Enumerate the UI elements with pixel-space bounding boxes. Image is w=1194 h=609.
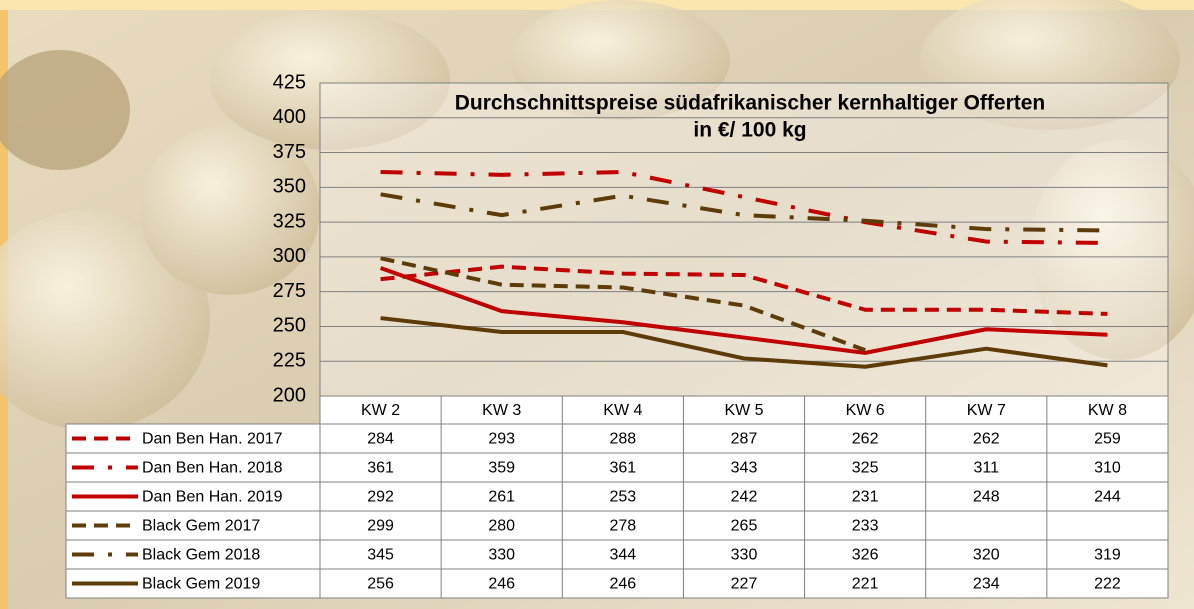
chart-subtitle: in €/ 100 kg <box>693 119 806 142</box>
table-value: 310 <box>1094 460 1121 477</box>
table <box>319 395 1169 425</box>
y-tick-label: 350 <box>273 176 306 198</box>
x-tick-label: KW 5 <box>724 402 763 419</box>
table-value: 262 <box>852 431 879 448</box>
table-value: 221 <box>852 576 879 593</box>
table-value: 330 <box>488 547 515 564</box>
y-tick-label: 225 <box>273 350 306 372</box>
table-value: 259 <box>1094 431 1121 448</box>
y-tick-label: 275 <box>273 280 306 302</box>
legend-label: Dan Ben Han. 2019 <box>142 489 283 506</box>
table-value: 233 <box>852 518 879 535</box>
table-value: 292 <box>367 489 394 506</box>
table-value: 299 <box>367 518 394 535</box>
table-value: 319 <box>1094 547 1121 564</box>
table-value: 344 <box>610 547 637 564</box>
y-tick-label: 250 <box>273 315 306 337</box>
table-value: 345 <box>367 547 394 564</box>
series-line <box>380 170 1108 245</box>
legend-label: Dan Ben Han. 2018 <box>142 460 283 477</box>
table-value: 311 <box>974 460 1000 477</box>
table-value: 361 <box>610 460 637 477</box>
table-value: 265 <box>731 518 758 535</box>
legend-label: Black Gem 2019 <box>142 576 260 593</box>
plot-area <box>319 82 1169 397</box>
table-value: 242 <box>731 489 758 506</box>
table-value: 261 <box>488 489 515 506</box>
table-value: 330 <box>731 547 758 564</box>
table-value: 278 <box>610 518 637 535</box>
table-value: 326 <box>852 547 879 564</box>
y-tick-label: 200 <box>273 384 306 406</box>
table-value: 227 <box>731 576 758 593</box>
table-value: 359 <box>488 460 515 477</box>
table-value: 262 <box>973 431 1000 448</box>
table-value: 244 <box>1094 489 1121 506</box>
background-decoration <box>0 0 1194 430</box>
table-value: 248 <box>973 489 1000 506</box>
table-value: 325 <box>852 460 879 477</box>
table-value: 246 <box>488 576 515 593</box>
table-value: 234 <box>973 576 1000 593</box>
x-tick-label: KW 7 <box>967 402 1006 419</box>
table-value: 256 <box>367 576 394 593</box>
series-line <box>380 192 1108 233</box>
x-tick-label: KW 2 <box>361 402 400 419</box>
x-tick-label: KW 8 <box>1088 402 1127 419</box>
series-line <box>379 266 1108 355</box>
table-value: 284 <box>367 431 394 448</box>
x-tick-label: KW 6 <box>846 402 885 419</box>
y-tick-label: 375 <box>273 141 306 163</box>
chart-title: Durchschnittspreise südafrikanischer ker… <box>455 92 1046 115</box>
y-tick-label: 325 <box>273 210 306 232</box>
table-value: 288 <box>610 431 637 448</box>
table-value: 287 <box>731 431 758 448</box>
table-value: 361 <box>367 460 394 477</box>
legend-label: Black Gem 2018 <box>142 547 260 564</box>
table-value: 320 <box>973 547 1000 564</box>
series-line <box>380 264 1108 316</box>
y-tick-label: 400 <box>273 106 306 128</box>
y-tick-label: 425 <box>273 71 306 93</box>
series-line <box>380 256 866 352</box>
legend-label: Dan Ben Han. 2017 <box>142 431 283 448</box>
table-value: 253 <box>610 489 637 506</box>
legend-label: Black Gem 2017 <box>142 518 260 535</box>
table-value: 293 <box>488 431 515 448</box>
x-tick-label: KW 3 <box>482 402 521 419</box>
table-value: 231 <box>852 489 879 506</box>
table-value: 222 <box>1094 576 1121 593</box>
x-tick-label: KW 4 <box>603 402 642 419</box>
series-line <box>380 316 1108 369</box>
table-value: 343 <box>731 460 758 477</box>
y-tick-label: 300 <box>273 245 306 267</box>
table-value: 246 <box>610 576 637 593</box>
table-value: 280 <box>488 518 515 535</box>
